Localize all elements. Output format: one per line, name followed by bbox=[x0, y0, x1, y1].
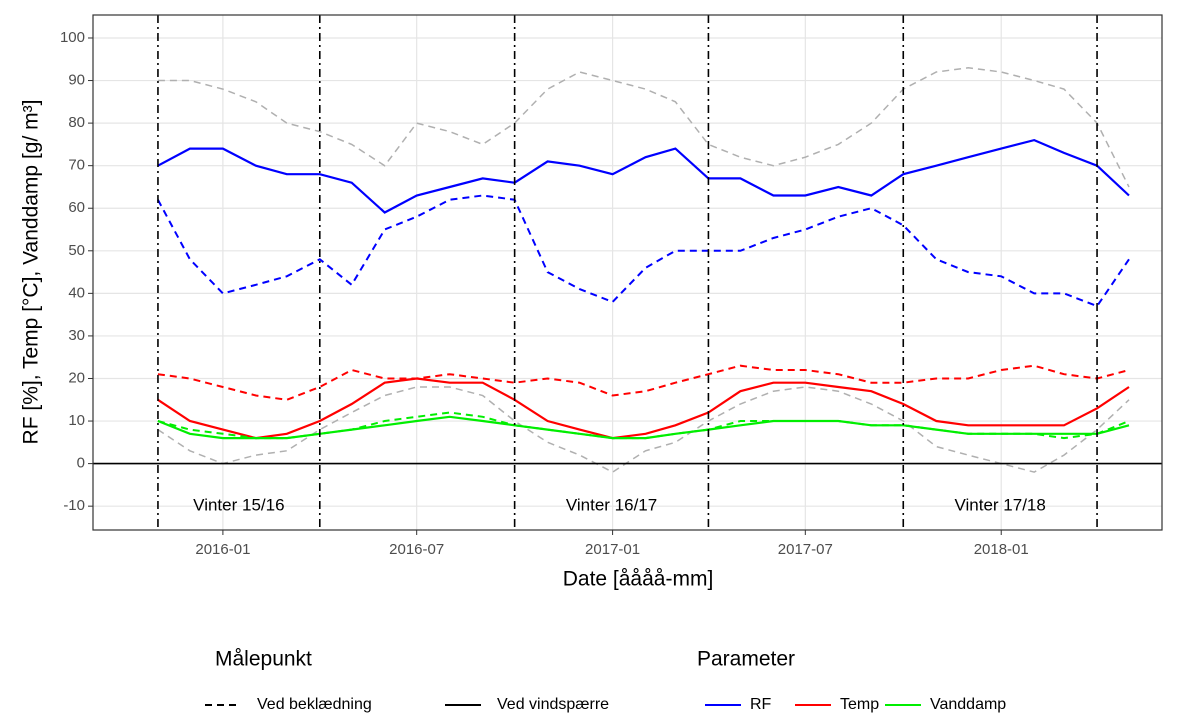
series-line bbox=[157, 364, 1130, 401]
y-tick-label: 10 bbox=[68, 412, 85, 429]
legend-label: Ved beklædning bbox=[257, 696, 372, 713]
y-tick-label: 30 bbox=[68, 327, 85, 344]
y-tick-label: 80 bbox=[68, 114, 85, 131]
annotation: Vinter 17/18 bbox=[954, 496, 1045, 515]
y-tick-label: 20 bbox=[68, 369, 85, 386]
x-axis-title: Date [åååå-mm] bbox=[563, 568, 714, 591]
legend-title: Målepunkt bbox=[215, 648, 312, 671]
series-line bbox=[157, 67, 1130, 188]
series-line bbox=[157, 138, 1130, 214]
y-tick-label: 70 bbox=[68, 157, 85, 174]
y-axis-title: RF [%], Temp [°C], Vanddamp [g/ m³] bbox=[20, 100, 43, 445]
legend-label: Vanddamp bbox=[930, 696, 1006, 713]
x-tick-label: 2017-01 bbox=[585, 541, 640, 558]
series-line bbox=[157, 386, 1130, 473]
series-line bbox=[157, 377, 1130, 440]
y-tick-label: -10 bbox=[63, 497, 85, 514]
y-tick-label: 60 bbox=[68, 199, 85, 216]
y-tick-label: 100 bbox=[60, 29, 85, 46]
y-tick-label: 90 bbox=[68, 72, 85, 89]
legend-label: RF bbox=[750, 696, 772, 713]
plot-border bbox=[92, 14, 1163, 531]
y-tick-label: 50 bbox=[68, 242, 85, 259]
legend-title: Parameter bbox=[697, 648, 795, 671]
annotation: Vinter 15/16 bbox=[193, 496, 284, 515]
plot-background bbox=[93, 15, 1162, 530]
legend-label: Ved vindspærre bbox=[497, 696, 609, 713]
x-tick-label: 2017-07 bbox=[778, 541, 833, 558]
x-tick-label: 2016-07 bbox=[389, 541, 444, 558]
x-tick-label: 2016-01 bbox=[195, 541, 250, 558]
x-tick-label: 2018-01 bbox=[974, 541, 1029, 558]
y-tick-label: 40 bbox=[68, 284, 85, 301]
annotation: Vinter 16/17 bbox=[566, 496, 657, 515]
series-line bbox=[157, 194, 1130, 308]
y-tick-label: 0 bbox=[77, 455, 85, 472]
legend-label: Temp bbox=[840, 696, 879, 713]
